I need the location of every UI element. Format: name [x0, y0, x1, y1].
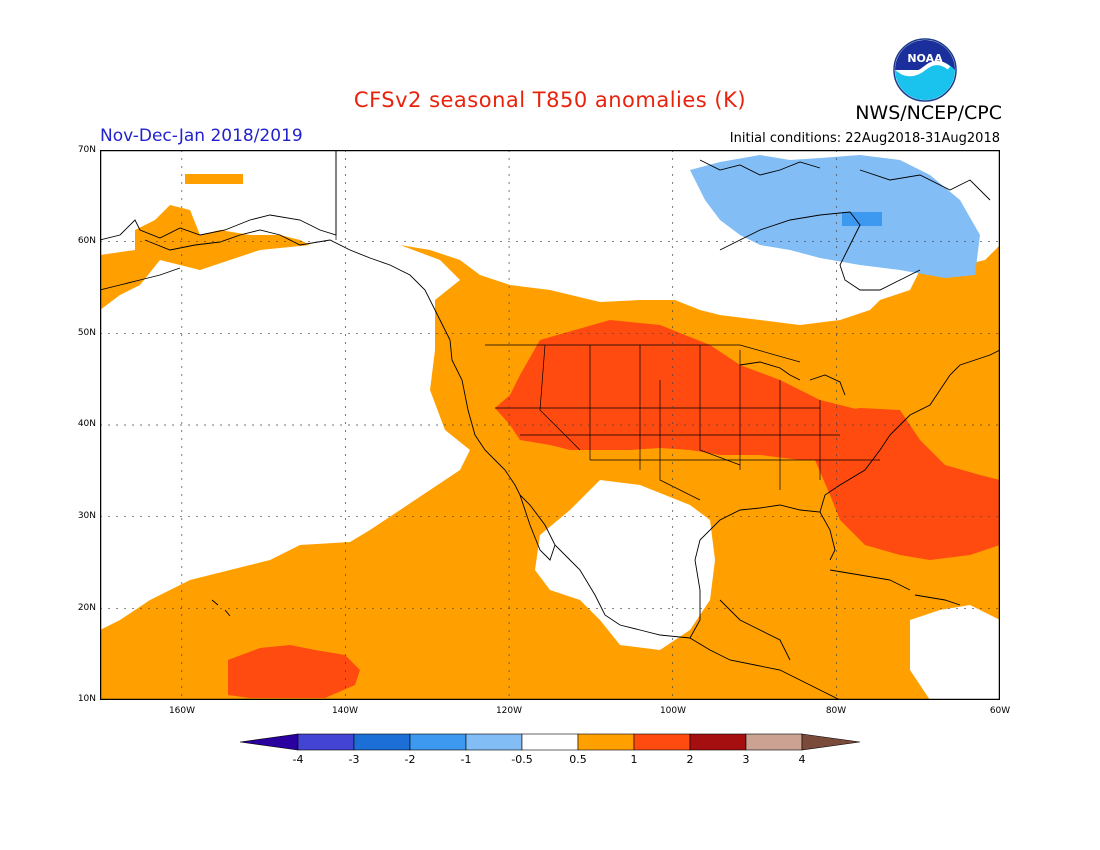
lat-label-40n: 40N: [77, 419, 96, 429]
anomaly-map: [100, 150, 1000, 700]
colorbar-label: -3: [348, 753, 360, 766]
colorbar-cell: [409, 733, 467, 751]
coastlines: [100, 150, 1000, 700]
lat-lon-grid: [100, 150, 1000, 700]
lat-label-30n: 30N: [77, 511, 96, 521]
lat-label-50n: 50N: [77, 328, 96, 338]
political-boundaries: [335, 150, 880, 501]
colorbar-label: 3: [742, 753, 750, 766]
initial-conditions: Initial conditions: 22Aug2018-31Aug2018: [729, 131, 1000, 146]
colorbar-cell: [297, 733, 355, 751]
map-title: CFSv2 seasonal T850 anomalies (K): [353, 88, 747, 112]
colorbar-label: 4: [798, 753, 806, 766]
lon-label-100w: 100W: [659, 706, 687, 716]
noaa-logo-icon: NOAA: [893, 38, 957, 102]
colorbar-label: 2: [686, 753, 694, 766]
lon-label-120w: 120W: [495, 706, 523, 716]
colorbar: [240, 733, 861, 751]
colorbar-label: -1: [460, 753, 472, 766]
lat-label-20n: 20N: [77, 603, 96, 613]
colorbar-cell-above-max: [801, 733, 861, 751]
colorbar-cell: [577, 733, 635, 751]
lon-label-140w: 140W: [331, 706, 359, 716]
colorbar-cell: [745, 733, 803, 751]
colorbar-cell: [465, 733, 523, 751]
colorbar-cell: [521, 733, 579, 751]
forecast-period: Nov-Dec-Jan 2018/2019: [100, 126, 303, 146]
lon-label-80w: 80W: [825, 706, 847, 716]
svg-text:NOAA: NOAA: [907, 52, 943, 65]
colorbar-label: 0.5: [569, 753, 587, 766]
colorbar-label: -0.5: [511, 753, 533, 766]
warm-anomaly-regions: [228, 320, 1000, 698]
colorbar-cell: [633, 733, 691, 751]
colorbar-label: -2: [404, 753, 416, 766]
colorbar-cell: [353, 733, 411, 751]
cold-anomaly-core: [842, 212, 882, 226]
lat-label-10n: 10N: [77, 694, 96, 704]
lat-label-60n: 60N: [77, 236, 96, 246]
cold-anomaly-region: [690, 155, 980, 278]
lon-label-160w: 160W: [168, 706, 196, 716]
colorbar-label: 1: [630, 753, 638, 766]
lon-label-60w: 60W: [989, 706, 1011, 716]
colorbar-cell-below-min: [240, 733, 299, 751]
organization-label: NWS/NCEP/CPC: [855, 102, 1002, 124]
colorbar-cell: [689, 733, 747, 751]
colorbar-label: -4: [292, 753, 304, 766]
lat-label-70n: 70N: [77, 145, 96, 155]
